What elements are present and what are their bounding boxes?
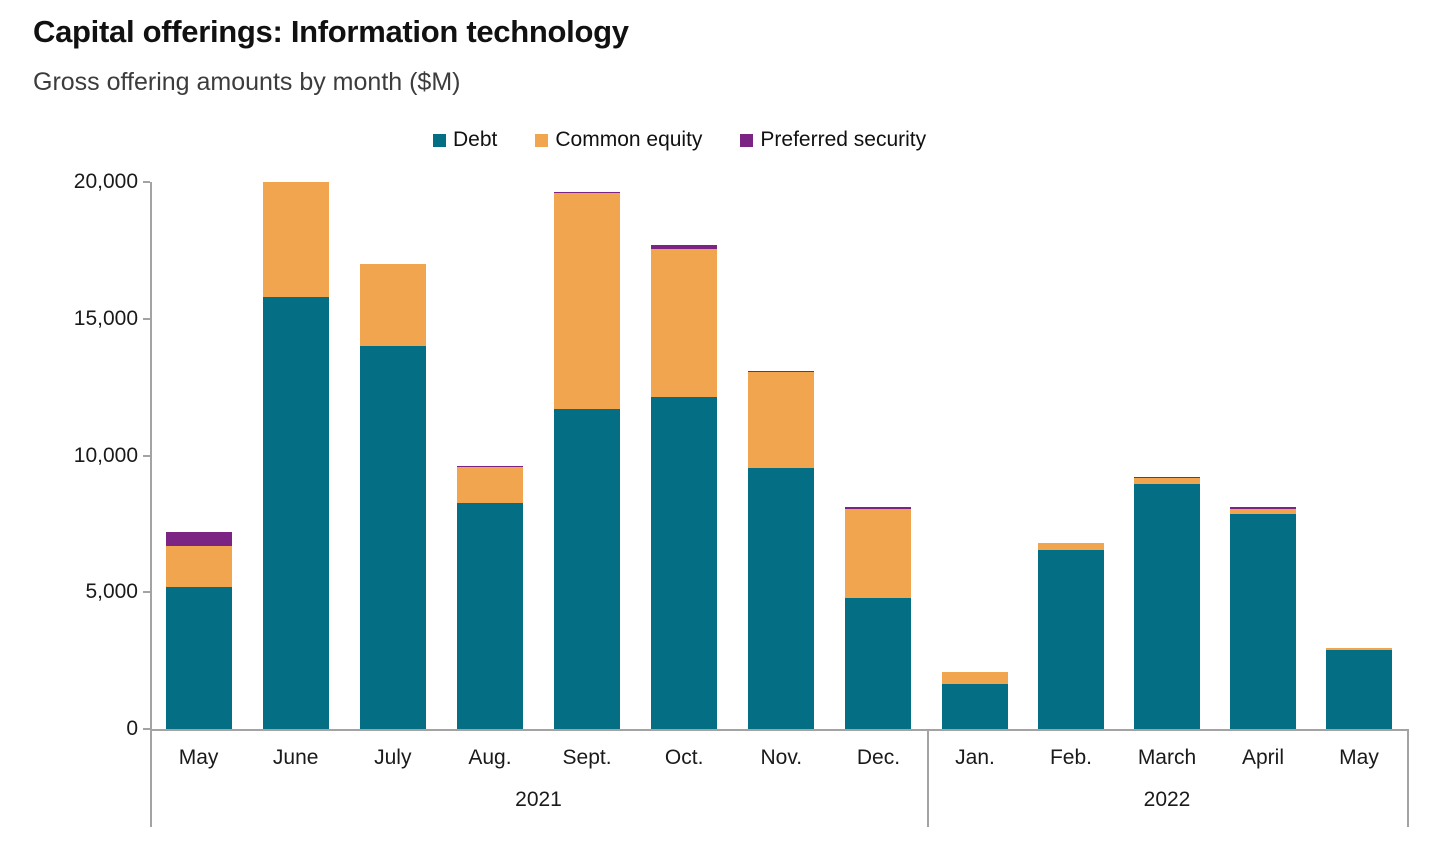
chart-subtitle: Gross offering amounts by month ($M): [33, 68, 461, 96]
bar-segment-preferred-security: [651, 244, 718, 249]
bar-segment-common-equity: [165, 545, 232, 587]
x-axis-month-label: May: [178, 746, 219, 769]
bar-segment-debt: [651, 396, 718, 729]
y-axis-label: 20,000: [73, 170, 138, 193]
bar-segment-debt: [1038, 549, 1104, 729]
x-axis-month-label: Sept.: [562, 746, 612, 769]
x-axis-month-label: Nov.: [760, 746, 803, 769]
x-axis-baseline: [150, 729, 1409, 731]
bar-segment-common-equity: [359, 264, 426, 347]
legend: Debt Common equity Preferred security: [433, 128, 926, 152]
y-axis-tick: [143, 181, 150, 183]
y-axis-tick: [143, 454, 150, 457]
bar-segment-debt: [359, 346, 426, 729]
bar-segment-common-equity: [1326, 648, 1392, 650]
bar-segment-debt: [456, 503, 523, 729]
debt-swatch-icon: [433, 133, 446, 147]
x-axis-month-label: April: [1241, 746, 1284, 769]
bar-segment-common-equity: [456, 466, 523, 504]
bar-segment-debt: [1134, 483, 1200, 729]
bar-segment-preferred-security: [165, 532, 232, 546]
bar-segment-common-equity: [1038, 543, 1104, 550]
bar-segment-debt: [262, 296, 329, 729]
bar-segment-debt: [165, 586, 232, 729]
legend-item-debt: Debt: [433, 128, 497, 152]
y-axis-tick: [143, 728, 150, 730]
common-equity-swatch-icon: [535, 133, 549, 147]
bar-segment-common-equity: [845, 508, 912, 599]
x-axis-month-label: May: [1339, 746, 1379, 769]
x-axis-month-label: Dec.: [856, 746, 901, 769]
legend-label-preferred-security: Preferred security: [760, 128, 927, 151]
x-axis-month-label: Jan.: [955, 746, 995, 769]
bar-segment-common-equity: [554, 193, 621, 409]
y-axis-tick: [143, 317, 150, 320]
x-axis-month-label: Oct.: [664, 746, 704, 769]
bar-segment-debt: [748, 467, 815, 729]
section-divider: [927, 729, 929, 827]
legend-label-common-equity: Common equity: [555, 128, 703, 151]
legend-item-preferred-security: Preferred security: [740, 128, 926, 152]
bar-segment-preferred-security: [748, 370, 815, 372]
legend-label-debt: Debt: [453, 128, 498, 151]
bar-segment-debt: [845, 598, 912, 729]
bar-segment-preferred-security: [554, 191, 621, 194]
bar-segment-common-equity: [942, 672, 1008, 684]
bar-segment-common-equity: [262, 182, 329, 297]
bar-segment-debt: [942, 683, 1008, 729]
preferred-security-swatch-icon: [740, 133, 754, 147]
y-axis-line: [150, 182, 152, 729]
y-axis-tick: [143, 591, 150, 594]
bar-segment-debt: [1326, 649, 1392, 729]
y-axis-label: 0: [126, 717, 138, 740]
legend-item-common-equity: Common equity: [535, 128, 702, 152]
x-axis-month-label: Aug.: [468, 746, 512, 769]
x-axis-year-label: 2021: [515, 788, 562, 811]
section-divider: [1407, 729, 1409, 827]
bar-segment-preferred-security: [456, 466, 523, 467]
y-axis-label: 10,000: [73, 443, 138, 467]
x-axis-month-label: June: [272, 746, 319, 769]
bar-segment-common-equity: [748, 371, 815, 468]
bar-segment-debt: [1230, 514, 1296, 729]
bar-segment-debt: [554, 409, 621, 729]
x-axis-month-label: Feb.: [1049, 746, 1093, 769]
x-axis-year-label: 2022: [1143, 788, 1191, 811]
y-axis-label: 15,000: [73, 306, 138, 330]
bar-segment-common-equity: [1134, 478, 1200, 484]
bar-segment-preferred-security: [845, 507, 912, 509]
bar-segment-preferred-security: [1134, 476, 1200, 479]
x-axis-month-label: March: [1137, 746, 1197, 769]
bar-segment-common-equity: [1230, 508, 1296, 515]
y-axis-label: 5,000: [85, 580, 138, 604]
x-axis-month-label: July: [374, 746, 412, 769]
bar-segment-common-equity: [651, 249, 718, 397]
section-divider: [150, 729, 152, 827]
bar-segment-preferred-security: [1230, 507, 1296, 509]
chart-title: Capital offerings: Information technolog…: [33, 14, 629, 49]
